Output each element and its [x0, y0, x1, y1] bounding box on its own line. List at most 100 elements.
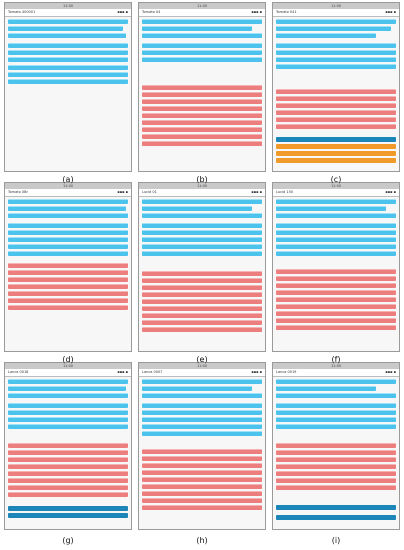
track-4[interactable] — [8, 403, 128, 408]
track-4[interactable] — [8, 43, 128, 48]
track-5[interactable] — [8, 410, 128, 415]
track-3[interactable] — [276, 213, 396, 218]
track-9[interactable] — [142, 99, 262, 104]
track-9[interactable] — [276, 269, 396, 274]
track-blue-1[interactable] — [276, 505, 396, 510]
track-17[interactable] — [276, 325, 396, 330]
track-14[interactable] — [276, 304, 396, 309]
track-10[interactable] — [276, 276, 396, 281]
track-16[interactable] — [142, 320, 262, 325]
track-11[interactable] — [276, 283, 396, 288]
track-12[interactable] — [142, 120, 262, 125]
track-5[interactable] — [8, 230, 128, 235]
track-4[interactable] — [142, 403, 262, 408]
track-15[interactable] — [8, 305, 128, 310]
track-9[interactable] — [8, 450, 128, 455]
track-14[interactable] — [276, 485, 396, 490]
track-6[interactable] — [8, 57, 128, 62]
track-13[interactable] — [276, 297, 396, 302]
track-2[interactable] — [276, 206, 386, 211]
track-4[interactable] — [276, 223, 396, 228]
track-5[interactable] — [8, 50, 128, 55]
track-14[interactable] — [8, 298, 128, 303]
track-1[interactable] — [276, 19, 396, 24]
track-3[interactable] — [8, 393, 128, 398]
track-3[interactable] — [142, 33, 262, 38]
track-17[interactable] — [142, 505, 262, 510]
track-2[interactable] — [142, 206, 252, 211]
track-blue-1[interactable] — [8, 506, 128, 511]
track-5[interactable] — [276, 410, 396, 415]
track-11[interactable] — [276, 110, 396, 115]
track-1[interactable] — [142, 379, 262, 384]
panel-h[interactable]: 11:00 Lanca 0007 ▪▪▪ ▪ — [138, 362, 266, 530]
panel-e[interactable]: 11:00 Lucid 01 ▪▪▪ ▪ — [138, 182, 266, 352]
track-6[interactable] — [8, 417, 128, 422]
track-10[interactable] — [276, 457, 396, 462]
track-12[interactable] — [8, 471, 128, 476]
track-13[interactable] — [8, 478, 128, 483]
track-7[interactable] — [276, 244, 396, 249]
track-15[interactable] — [142, 491, 262, 496]
track-11[interactable] — [8, 277, 128, 282]
track-6[interactable] — [142, 57, 262, 62]
track-9[interactable] — [8, 79, 128, 84]
track-7[interactable] — [276, 424, 396, 429]
track-3[interactable] — [8, 33, 126, 38]
track-2[interactable] — [8, 386, 126, 391]
track-13[interactable] — [8, 291, 128, 296]
track-5[interactable] — [276, 230, 396, 235]
track-6[interactable] — [276, 417, 396, 422]
track-10[interactable] — [142, 278, 262, 283]
track-blue-2[interactable] — [276, 515, 396, 520]
track-7[interactable] — [8, 424, 128, 429]
track-2[interactable] — [276, 26, 391, 31]
track-orange-2[interactable] — [276, 151, 396, 156]
track-4[interactable] — [276, 403, 396, 408]
track-12[interactable] — [8, 284, 128, 289]
track-13[interactable] — [276, 478, 396, 483]
track-3[interactable] — [276, 33, 376, 38]
track-10[interactable] — [8, 270, 128, 275]
track-11[interactable] — [142, 285, 262, 290]
track-1[interactable] — [8, 379, 128, 384]
track-7[interactable] — [8, 65, 128, 70]
track-5[interactable] — [276, 50, 396, 55]
track-3[interactable] — [276, 393, 396, 398]
panel-b[interactable]: 11:00 Tomato 04 ▪▪▪ ▪ — [138, 2, 266, 172]
track-8[interactable] — [8, 251, 128, 256]
track-2[interactable] — [8, 206, 126, 211]
track-12[interactable] — [276, 290, 396, 295]
track-6[interactable] — [142, 237, 262, 242]
track-8[interactable] — [276, 89, 396, 94]
panel-c[interactable]: 11:00 Tomato 041 ▪▪▪ ▪ — [272, 2, 400, 172]
track-3[interactable] — [8, 213, 128, 218]
track-14[interactable] — [142, 134, 262, 139]
track-2[interactable] — [276, 386, 376, 391]
track-1[interactable] — [142, 199, 262, 204]
track-8[interactable] — [142, 92, 262, 97]
track-4[interactable] — [276, 43, 396, 48]
track-11[interactable] — [8, 464, 128, 469]
track-9[interactable] — [276, 96, 396, 101]
track-1[interactable] — [8, 19, 128, 24]
track-13[interactable] — [142, 299, 262, 304]
track-10[interactable] — [142, 106, 262, 111]
track-5[interactable] — [142, 50, 262, 55]
track-orange-1[interactable] — [276, 144, 396, 149]
track-9[interactable] — [8, 263, 128, 268]
track-7[interactable] — [8, 244, 128, 249]
track-10[interactable] — [142, 456, 262, 461]
track-blue-1[interactable] — [276, 137, 396, 142]
track-11[interactable] — [142, 113, 262, 118]
track-1[interactable] — [8, 199, 128, 204]
track-11[interactable] — [276, 464, 396, 469]
track-6[interactable] — [276, 57, 396, 62]
track-11[interactable] — [142, 463, 262, 468]
track-15[interactable] — [142, 141, 262, 146]
track-12[interactable] — [142, 292, 262, 297]
track-5[interactable] — [142, 410, 262, 415]
track-9[interactable] — [142, 271, 262, 276]
track-5[interactable] — [142, 230, 262, 235]
track-13[interactable] — [276, 124, 396, 129]
